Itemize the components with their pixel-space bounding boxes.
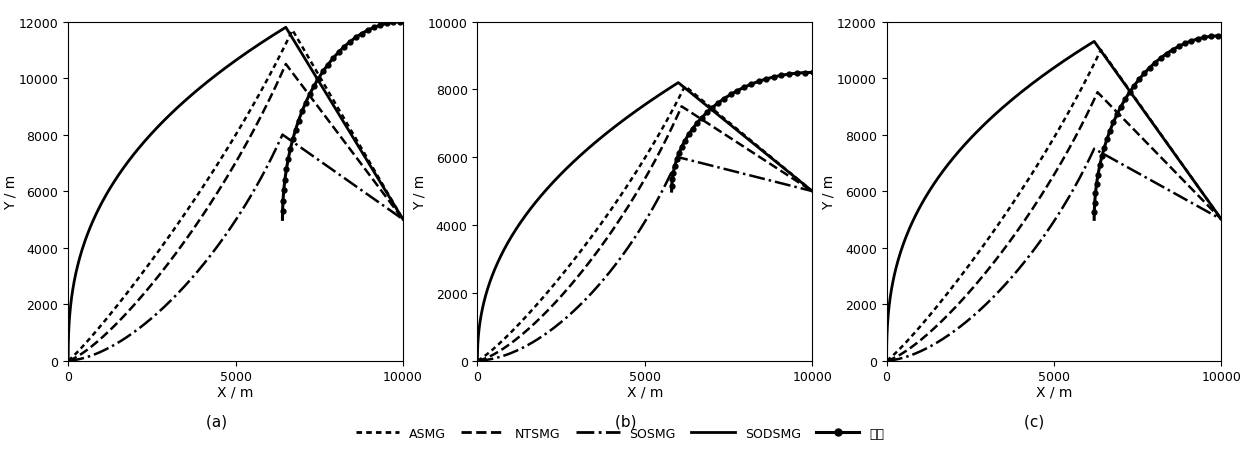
Text: (b): (b): [615, 413, 675, 428]
X-axis label: X / m: X / m: [626, 385, 663, 399]
Y-axis label: Y / m: Y / m: [4, 174, 17, 209]
Y-axis label: Y / m: Y / m: [413, 174, 427, 209]
Text: (a): (a): [206, 413, 265, 428]
Legend: ASMG, NTSMG, SOSMG, SODSMG, 目标: ASMG, NTSMG, SOSMG, SODSMG, 目标: [351, 422, 889, 445]
X-axis label: X / m: X / m: [217, 385, 254, 399]
Text: (c): (c): [1024, 413, 1084, 428]
Y-axis label: Y / m: Y / m: [822, 174, 836, 209]
X-axis label: X / m: X / m: [1035, 385, 1073, 399]
